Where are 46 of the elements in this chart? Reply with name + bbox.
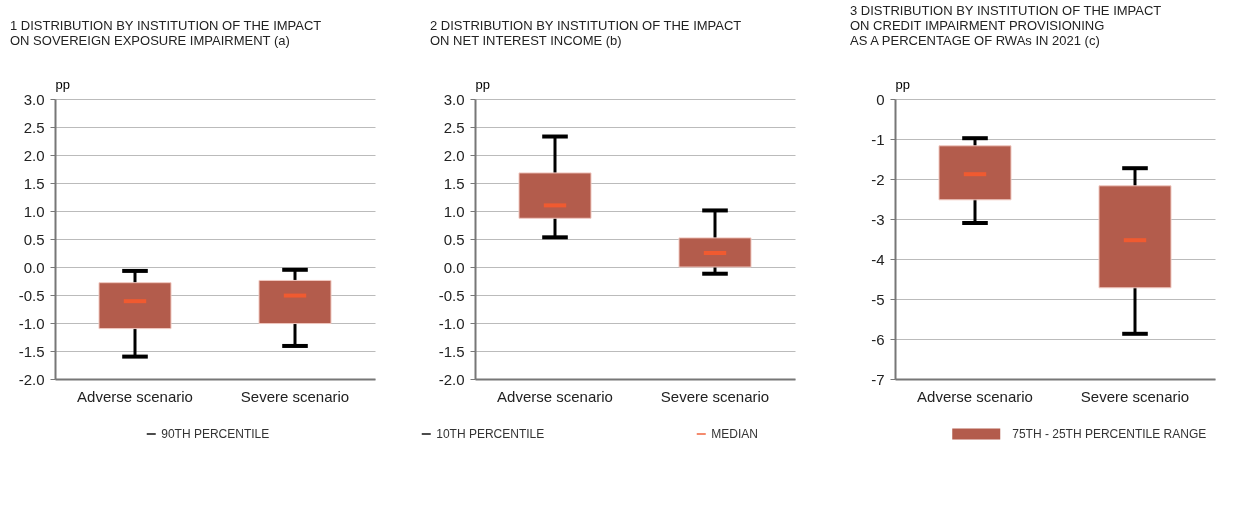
legend-label: MEDIAN bbox=[711, 427, 758, 441]
y-tick-label: 0.0 bbox=[23, 258, 45, 276]
y-tick-label: -1.5 bbox=[18, 342, 45, 360]
y-tick-label: 2.5 bbox=[23, 118, 45, 136]
y-tick-label: 0.5 bbox=[23, 230, 45, 248]
y-tick-label: -5 bbox=[871, 290, 885, 308]
y-tick-label: 1.5 bbox=[23, 174, 45, 192]
y-tick-label: 2.0 bbox=[23, 146, 45, 164]
y-tick-label: 3.0 bbox=[23, 90, 45, 108]
y-tick-label: 1.0 bbox=[443, 202, 465, 220]
y-tick-label: 2.0 bbox=[443, 146, 465, 164]
y-tick-label: -0.5 bbox=[18, 286, 45, 304]
x-tick-label: Adverse scenario bbox=[77, 387, 193, 405]
legend-label: 90TH PERCENTILE bbox=[161, 427, 270, 441]
y-tick-label: -3 bbox=[871, 210, 885, 228]
y-tick-label: -6 bbox=[871, 330, 885, 348]
y-tick-label: -1.0 bbox=[18, 314, 45, 332]
y-tick-label: -4 bbox=[871, 250, 885, 268]
x-tick-label: Severe scenario bbox=[660, 387, 770, 405]
chart-title: 3 DISTRIBUTION BY INSTITUTION OF THE IMPACT ON CREDIT IMPAIRMENT PROVISIONING AS A PERCENTAGE OF RWAs IN 2021 (c) bbox=[850, 3, 1162, 48]
y-tick-label: 0.0 bbox=[443, 258, 465, 276]
y-tick-label: 1.0 bbox=[23, 202, 45, 220]
y-tick-label: 2.5 bbox=[443, 118, 465, 136]
x-tick-label: Severe scenario bbox=[1080, 387, 1190, 405]
y-tick-label: 0 bbox=[876, 90, 885, 108]
x-tick-label: Severe scenario bbox=[240, 387, 350, 405]
y-tick-label: -1 bbox=[871, 130, 885, 148]
y-axis-title: pp bbox=[895, 76, 910, 92]
y-tick-label: -2.0 bbox=[438, 370, 465, 388]
legend-label: 10TH PERCENTILE bbox=[436, 427, 545, 441]
chart-title: 2 DISTRIBUTION BY INSTITUTION OF THE IMPACT ON NET INTEREST INCOME (b) bbox=[430, 18, 742, 48]
legend-label: 75TH - 25TH PERCENTILE RANGE bbox=[1012, 427, 1207, 441]
y-tick-label: -7 bbox=[871, 370, 885, 388]
y-tick-label: 0.5 bbox=[443, 230, 465, 248]
y-tick-label: -2 bbox=[871, 170, 885, 188]
x-tick-label: Adverse scenario bbox=[497, 387, 613, 405]
y-tick-label: 1.5 bbox=[443, 174, 465, 192]
y-tick-label: -1.5 bbox=[438, 342, 465, 360]
y-tick-label: -1.0 bbox=[438, 314, 465, 332]
y-axis-title: pp bbox=[475, 76, 490, 92]
x-tick-label: Adverse scenario bbox=[917, 387, 1033, 405]
y-axis-title: pp bbox=[55, 76, 70, 92]
y-tick-label: 3.0 bbox=[443, 90, 465, 108]
y-tick-label: -0.5 bbox=[438, 286, 465, 304]
chart-title: 1 DISTRIBUTION BY INSTITUTION OF THE IMPACT ON SOVEREIGN EXPOSURE IMPAIRMENT (a) bbox=[10, 18, 322, 48]
y-tick-label: -2.0 bbox=[18, 370, 45, 388]
